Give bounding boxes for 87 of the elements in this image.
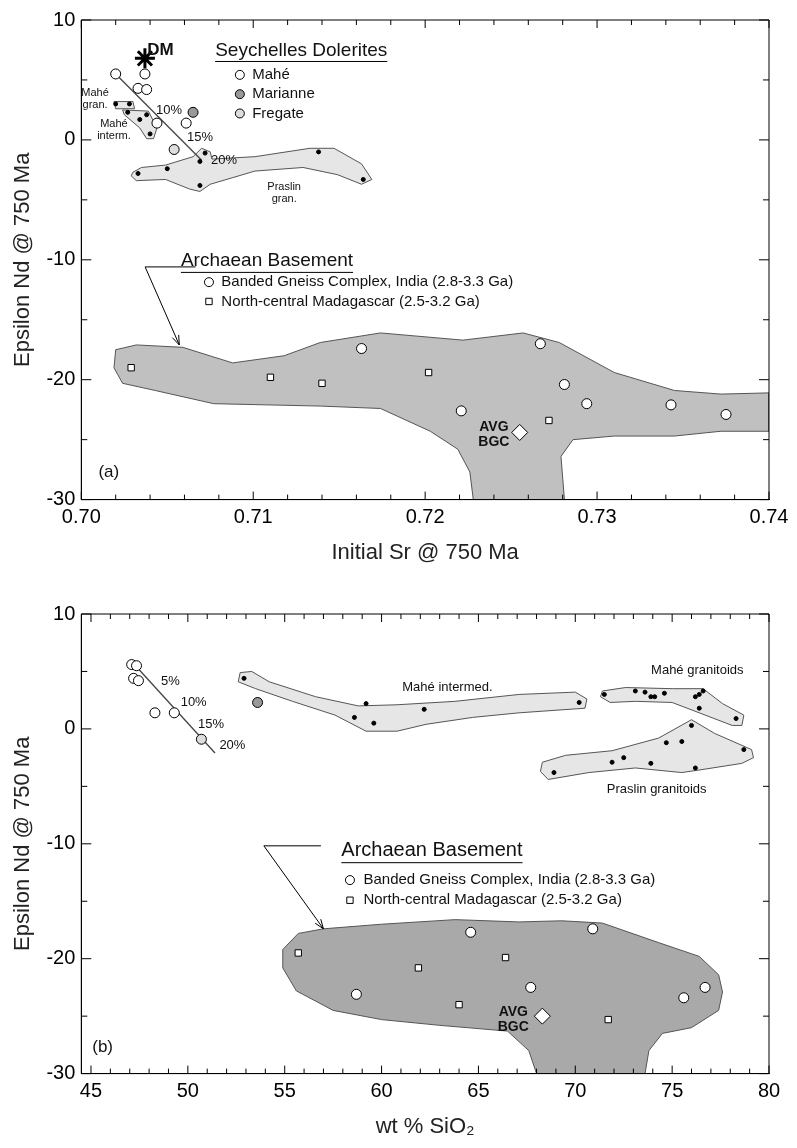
y-tick-label: 0 — [64, 127, 76, 150]
annotation: 15% — [198, 715, 225, 731]
x-axis-title: Initial Sr @ 750 Ma — [331, 538, 520, 564]
annotation: 20% — [219, 736, 246, 752]
point — [424, 368, 433, 377]
point — [168, 707, 180, 719]
legend-label: Fregate — [252, 103, 304, 121]
y-tick-label: 10 — [53, 7, 76, 30]
point — [581, 398, 593, 410]
annotation: (a) — [98, 461, 120, 481]
point — [131, 660, 143, 672]
point — [414, 964, 423, 972]
point — [110, 68, 122, 80]
annotation: DM — [147, 39, 174, 59]
point — [151, 117, 163, 129]
point — [534, 338, 546, 350]
y-tick-label: -10 — [46, 247, 76, 270]
y-tick-label: -10 — [46, 831, 76, 854]
point — [455, 1000, 463, 1009]
legend-label: Banded Gneiss Complex, India (2.8-3.3 Ga) — [221, 272, 514, 290]
annotation: 15% — [186, 129, 214, 145]
y-tick-label: -30 — [46, 1061, 76, 1084]
annotation: AVG BGC — [497, 1002, 529, 1035]
x-tick-label: 70 — [564, 1079, 587, 1102]
y-tick-label: 10 — [53, 601, 76, 624]
point — [455, 405, 467, 417]
legend-label: North-central Madagascar (2.5-3.2 Ga) — [221, 291, 480, 309]
x-tick-label: 80 — [757, 1079, 781, 1102]
x-axis-title: wt % SiO₂ — [374, 1112, 475, 1138]
point — [132, 675, 144, 687]
y-axis-title: Epsilon Nd @ 750 Ma — [9, 735, 35, 951]
point — [294, 949, 302, 957]
point — [604, 1015, 612, 1024]
point — [511, 423, 529, 441]
point — [465, 926, 477, 938]
point — [252, 696, 264, 708]
y-tick-label: 0 — [64, 716, 76, 739]
annotation: Mahé gran. — [81, 86, 109, 111]
annotation: 10% — [155, 101, 183, 117]
point — [533, 1007, 551, 1025]
point — [699, 981, 711, 993]
x-tick-label: 0.73 — [577, 505, 617, 528]
point — [545, 416, 553, 425]
point — [266, 373, 275, 381]
annotation: Mahé interm. — [97, 116, 131, 141]
x-tick-label: 75 — [661, 1079, 684, 1102]
legend-label: North-central Madagascar (2.5-3.2 Ga) — [363, 890, 622, 908]
point — [720, 408, 732, 420]
point — [558, 379, 570, 390]
point — [187, 106, 199, 118]
point — [665, 399, 677, 411]
annotation: Archaean Basement — [180, 249, 354, 271]
point — [195, 733, 207, 745]
legend-title: Seychelles Dolerites — [215, 38, 388, 60]
x-tick-label: 55 — [273, 1079, 296, 1102]
x-tick-label: 45 — [79, 1079, 103, 1102]
annotation: Mahé granitoids — [651, 661, 745, 677]
annotation: (b) — [92, 1036, 114, 1056]
annotation: Praslin granitoids — [606, 781, 707, 797]
annotation: AVG BGC — [478, 418, 510, 450]
x-tick-label: 65 — [467, 1079, 490, 1102]
legend-label: Banded Gneiss Complex, India (2.8-3.3 Ga) — [363, 870, 656, 888]
x-tick-label: 0.72 — [405, 505, 445, 528]
legend-label: Mahé — [252, 65, 290, 83]
point — [318, 379, 326, 387]
x-tick-label: 0.71 — [233, 505, 273, 528]
y-tick-label: -20 — [46, 367, 76, 390]
point — [356, 343, 368, 355]
annotation: 5% — [161, 673, 181, 689]
y-tick-label: -20 — [46, 946, 76, 969]
y-axis-title: Epsilon Nd @ 750 Ma — [9, 151, 35, 367]
point — [350, 988, 362, 1000]
annotation: Praslin gran. — [267, 179, 301, 204]
point — [678, 992, 690, 1004]
annotation: Archaean Basement — [341, 838, 523, 861]
point — [127, 364, 135, 372]
point — [587, 923, 599, 935]
x-tick-label: 0.74 — [749, 505, 789, 528]
annotation: 10% — [180, 694, 208, 710]
annotation: 20% — [210, 151, 238, 167]
legend-label: Marianne — [252, 84, 315, 102]
annotation: Mahé intermed. — [402, 679, 493, 695]
point — [501, 953, 510, 962]
point — [525, 981, 537, 993]
x-tick-label: 60 — [370, 1079, 393, 1102]
point — [168, 143, 180, 155]
x-tick-label: 50 — [176, 1079, 199, 1102]
